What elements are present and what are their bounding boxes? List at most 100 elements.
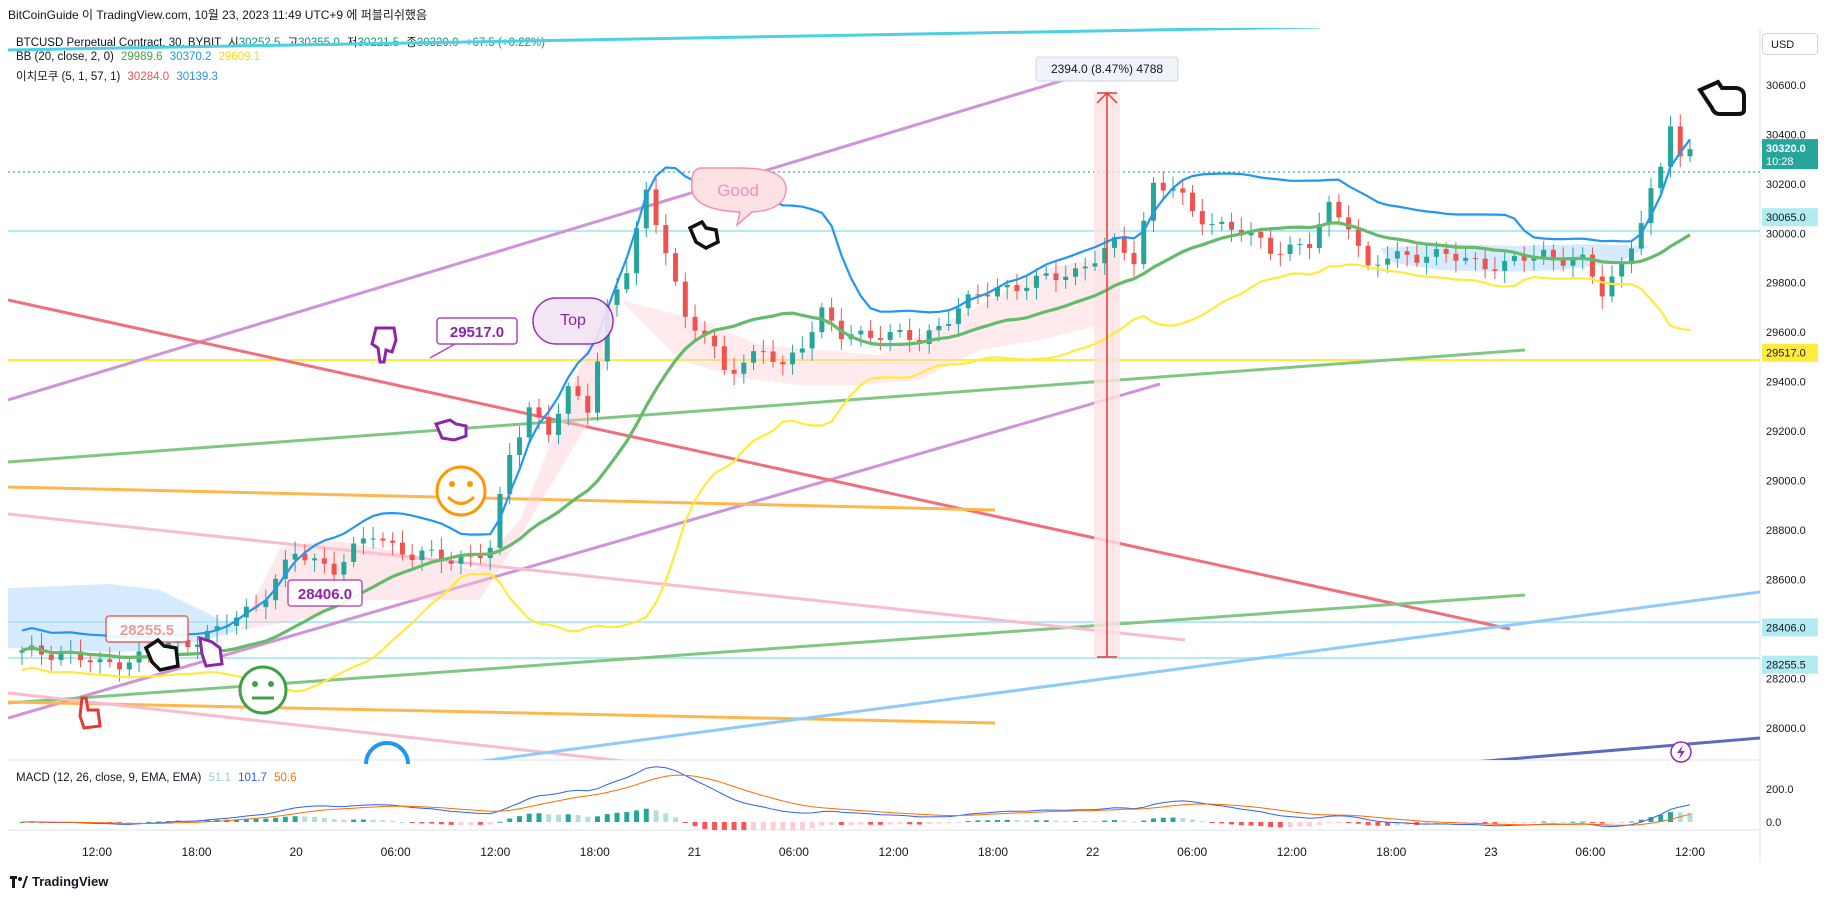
macd-histogram-bar <box>1053 820 1059 822</box>
macd-histogram-bar <box>1453 822 1459 824</box>
macd-histogram-bar <box>1619 822 1625 823</box>
hand-pointer-icon-black-2 <box>143 637 180 672</box>
macd-histogram-bar <box>985 820 991 822</box>
candle <box>1102 247 1108 264</box>
legend-bollinger: BB (20, close, 2, 0) 29989.6 30370.2 296… <box>16 51 260 63</box>
macd-histogram-bar <box>790 822 796 830</box>
macd-histogram-bar <box>1336 822 1342 823</box>
macd-histogram-bar <box>946 822 952 824</box>
candle <box>1160 182 1166 191</box>
candle <box>1365 245 1371 266</box>
y-tick-label: 29800.0 <box>1766 278 1806 290</box>
y-tick-label: 30600.0 <box>1766 80 1806 92</box>
macd-histogram-bar <box>887 822 893 825</box>
candle <box>1443 249 1449 254</box>
legend-main: BTCUSD Perpetual Contract, 30, BYBIT 시30… <box>16 34 545 50</box>
candle <box>136 651 142 663</box>
bb-label[interactable]: BB (20, close, 2, 0) <box>16 51 114 63</box>
candle <box>292 553 298 560</box>
candle <box>321 558 327 564</box>
candle <box>595 361 601 413</box>
macd-hist-value: 51.1 <box>208 772 231 784</box>
candle <box>1404 251 1410 255</box>
candle <box>243 606 249 618</box>
ichimoku-cloud-rise <box>240 300 620 630</box>
trendline-orange-lower <box>8 700 996 725</box>
candle <box>107 659 113 663</box>
candle <box>1004 284 1010 288</box>
macd-histogram-bar <box>1092 821 1098 823</box>
candle <box>302 553 308 561</box>
candle <box>770 351 776 362</box>
macd-histogram-bar <box>692 822 698 827</box>
macd-histogram-bar <box>497 821 503 823</box>
candle <box>585 395 591 413</box>
y-tick-label: 28200.0 <box>1766 673 1806 685</box>
candle <box>1658 166 1664 189</box>
trendline-green-lower <box>8 593 1526 705</box>
macd-histogram-bar <box>419 822 425 824</box>
macd-histogram-bar <box>312 816 318 822</box>
macd-histogram-bar <box>1609 822 1615 824</box>
candle <box>624 273 630 290</box>
candle <box>312 558 318 561</box>
measure-shade <box>1094 93 1120 657</box>
macd-histogram-bar <box>751 822 757 830</box>
candle <box>331 563 337 575</box>
macd-histogram-bar <box>136 822 142 823</box>
macd-histogram-bar <box>780 822 786 830</box>
macd-histogram-bar <box>97 822 103 823</box>
candle <box>126 662 132 670</box>
candle <box>1589 254 1595 277</box>
hand-pointer-icon-purple-2 <box>433 418 468 442</box>
candle <box>146 651 152 653</box>
candle <box>965 294 971 309</box>
ichimoku-label[interactable]: 이치모쿠 (5, 1, 57, 1) <box>16 71 121 83</box>
candle <box>985 294 991 297</box>
macd-histogram-bar <box>1638 819 1644 822</box>
candle <box>341 561 347 575</box>
trendline-green-upper <box>8 348 1526 464</box>
macd-histogram-bar <box>1121 820 1127 822</box>
x-tick-label: 20 <box>289 845 303 859</box>
hand-pointer-icon <box>1697 79 1746 116</box>
macd-histogram-bar <box>955 822 961 823</box>
candle <box>165 642 171 652</box>
candle <box>1141 220 1147 265</box>
candle <box>1229 221 1235 230</box>
macd-histogram-bar <box>341 819 347 822</box>
candle <box>975 294 981 296</box>
candle <box>994 287 1000 297</box>
macd-histogram-bar <box>1628 821 1634 823</box>
macd-histogram-bar <box>1180 818 1186 822</box>
trendline-purple-upper <box>8 58 1131 402</box>
callout-good: Good <box>690 167 787 228</box>
candle <box>1541 249 1547 258</box>
macd-label[interactable]: MACD (12, 26, close, 9, EMA, EMA) <box>16 772 202 784</box>
macd-histogram-bar <box>1209 822 1215 823</box>
macd-signal-value: 50.6 <box>274 772 297 784</box>
macd-histogram-bar <box>1229 822 1235 825</box>
candle <box>634 228 640 274</box>
candle <box>419 550 425 561</box>
candle <box>1628 248 1634 263</box>
macd-histogram-bar <box>1287 822 1293 828</box>
macd-histogram-bar <box>1277 822 1283 828</box>
tradingview-brand[interactable]: TradingView <box>10 874 108 889</box>
label-29517-text: 29517.0 <box>450 324 504 341</box>
macd-histogram-bar <box>536 813 542 822</box>
candle <box>1385 258 1391 265</box>
currency-button[interactable]: USD <box>1762 33 1818 55</box>
candle <box>1092 263 1098 267</box>
macd-histogram-bar <box>1033 820 1039 822</box>
macd-histogram-bar <box>273 817 279 822</box>
y-tick-label: 29000.0 <box>1766 476 1806 488</box>
macd-histogram-bar <box>1463 822 1469 824</box>
candle <box>1619 262 1625 277</box>
symbol-label[interactable]: BTCUSD Perpetual Contract, 30, BYBIT <box>16 37 221 49</box>
candle <box>117 662 123 670</box>
macd-histogram-bar <box>721 822 727 830</box>
macd-histogram-bar <box>390 820 396 822</box>
candle <box>39 645 45 655</box>
